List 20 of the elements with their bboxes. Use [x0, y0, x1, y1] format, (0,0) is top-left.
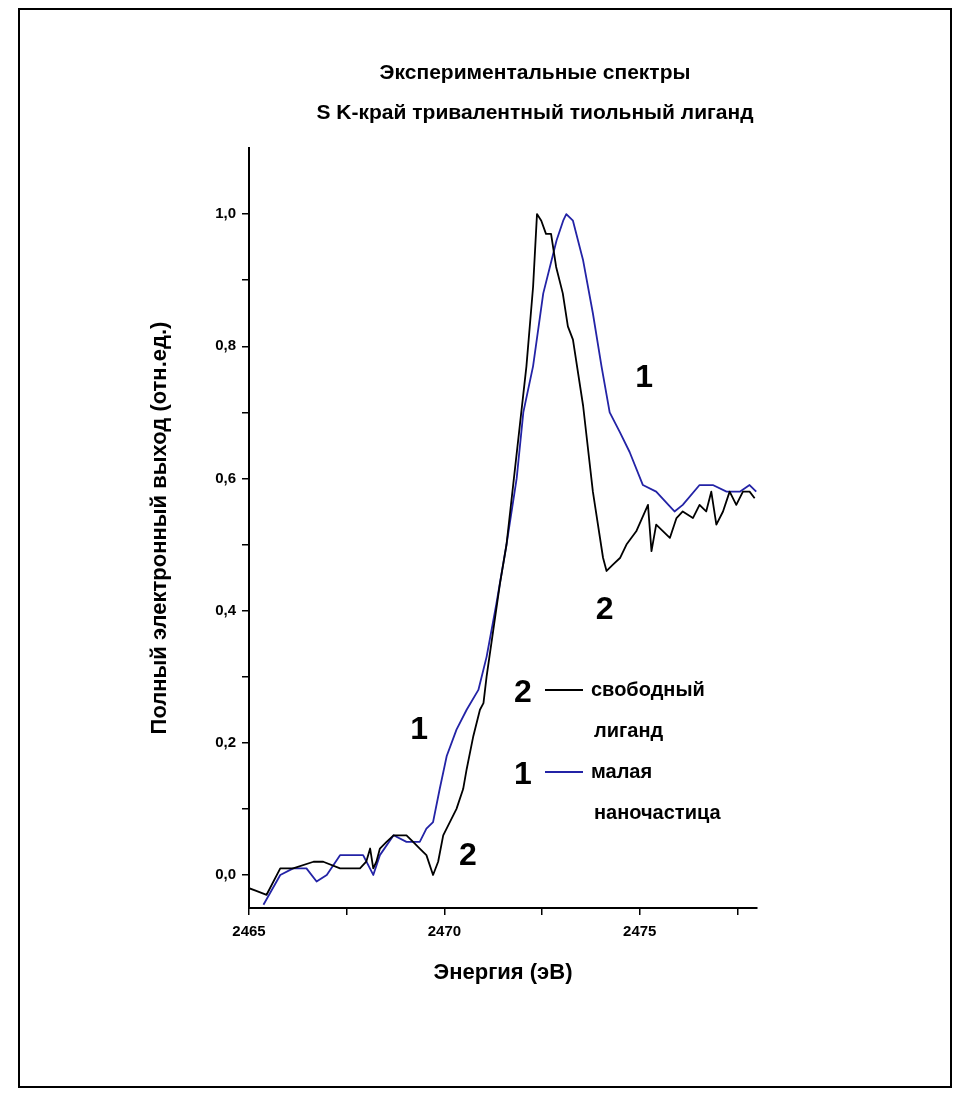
- annotation: 1: [410, 709, 429, 746]
- y-axis-title: Полный электронный выход (отн.ед.): [146, 321, 172, 735]
- y-tick-label: 0,6: [215, 468, 236, 486]
- x-tick-label: 2465: [232, 922, 266, 940]
- annotation: 2: [514, 672, 532, 709]
- chart-title: Экспериментальные спектры: [379, 59, 691, 83]
- y-tick-label: 0,8: [215, 336, 236, 354]
- chart-subtitle: S K-край тривалентный тиольный лиганд: [316, 99, 754, 123]
- legend-label: малая наночастица: [591, 759, 722, 823]
- annotation: 2: [595, 589, 614, 626]
- x-tick-label: 2475: [623, 922, 657, 940]
- annotation: 2: [459, 836, 477, 873]
- annotation: 1: [514, 754, 532, 791]
- y-tick-label: 1,0: [215, 204, 236, 222]
- y-tick-label: 0,0: [215, 865, 236, 883]
- y-tick-label: 0,2: [215, 732, 236, 750]
- x-axis-title: Энергия (эВ): [433, 959, 573, 985]
- x-tick-label: 2470: [427, 922, 462, 940]
- y-tick-label: 0,4: [215, 600, 237, 618]
- annotation: 1: [635, 358, 654, 395]
